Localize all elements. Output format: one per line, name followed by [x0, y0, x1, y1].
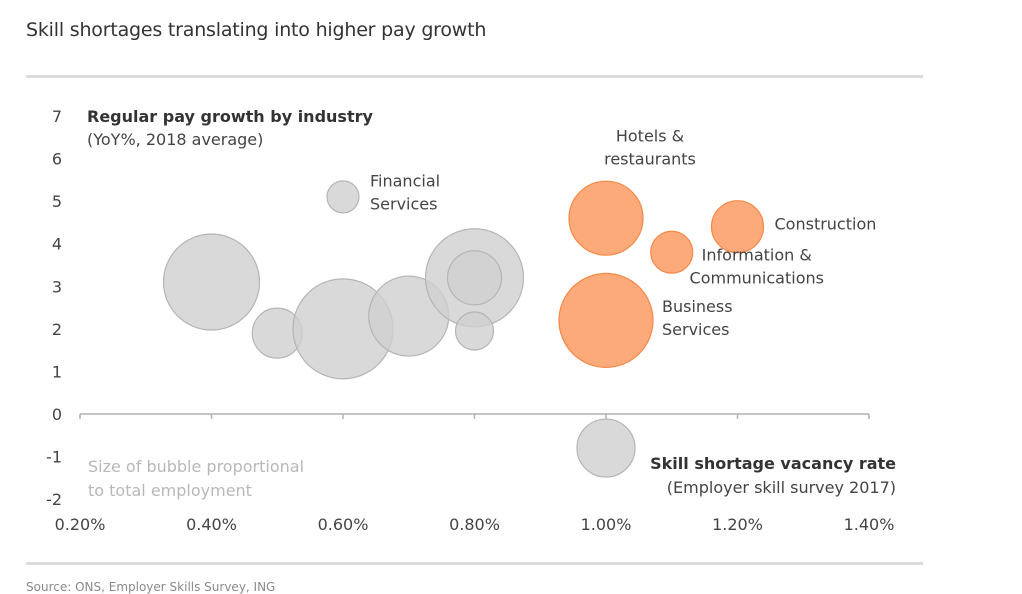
- y-tick-label: -2: [46, 490, 62, 509]
- x-tick-label: 0.60%: [318, 515, 369, 534]
- bubble: [326, 180, 360, 214]
- bubble-highlight: [650, 230, 694, 274]
- bubble-label: Communications: [690, 269, 824, 288]
- x-tick-label: 1.00%: [581, 515, 632, 534]
- x-tick-label: 0.80%: [449, 515, 500, 534]
- x-axis-subtitle: (Employer skill survey 2017): [667, 478, 896, 497]
- bubble-label: Construction: [775, 215, 877, 234]
- bubble: [576, 418, 636, 478]
- bubble-highlight: [558, 272, 654, 368]
- y-tick-label: 6: [52, 150, 62, 169]
- y-tick-label: 4: [52, 235, 62, 254]
- y-tick-label: 2: [52, 320, 62, 339]
- x-axis-title: Skill shortage vacancy rate: [650, 454, 896, 473]
- x-tick-label: 1.20%: [712, 515, 763, 534]
- bubble-label: Business: [662, 297, 733, 316]
- y-tick-label: -1: [46, 448, 62, 467]
- x-tick-label: 0.20%: [55, 515, 106, 534]
- bubble-label: Information &: [702, 246, 812, 265]
- bubbles: [162, 180, 765, 478]
- size-note-line-2: to total employment: [88, 481, 252, 500]
- bubble-label: Services: [662, 320, 729, 339]
- bubble-label: Financial: [370, 171, 440, 190]
- bottom-divider: [26, 562, 923, 565]
- bubble-label: Hotels &: [616, 127, 684, 146]
- bubble-label: restaurants: [604, 150, 696, 169]
- bubble: [454, 311, 495, 351]
- x-tick-label: 0.40%: [186, 515, 237, 534]
- top-divider: [26, 75, 923, 78]
- y-axis-title: Regular pay growth by industry: [87, 107, 373, 126]
- bubble-highlight: [710, 200, 765, 254]
- y-tick-label: 0: [52, 405, 62, 424]
- chart-title: Skill shortages translating into higher …: [26, 19, 487, 41]
- y-tick-label: 5: [52, 192, 62, 211]
- bubble: [162, 233, 261, 331]
- y-axis-tick-labels: 7 6 5 4 3 2 1 0 -1 -2: [46, 107, 62, 509]
- size-note-line-1: Size of bubble proportional: [88, 457, 304, 476]
- x-tick-label: 1.40%: [844, 515, 895, 534]
- bubble: [446, 250, 503, 306]
- source-note: Source: ONS, Employer Skills Survey, ING: [26, 580, 276, 594]
- y-tick-label: 7: [52, 107, 62, 126]
- y-tick-label: 1: [52, 362, 62, 381]
- bubble-highlight: [568, 180, 644, 256]
- bubble-labels: Financial Services Hotels & restaurants Busi…: [370, 127, 876, 339]
- x-axis-tick-labels: 0.20% 0.40% 0.60% 0.80% 1.00% 1.20% 1.40%: [55, 515, 895, 534]
- bubble-label: Services: [370, 194, 437, 213]
- y-axis-subtitle: (YoY%, 2018 average): [87, 130, 263, 149]
- y-tick-label: 3: [52, 277, 62, 296]
- x-axis: [79, 413, 870, 419]
